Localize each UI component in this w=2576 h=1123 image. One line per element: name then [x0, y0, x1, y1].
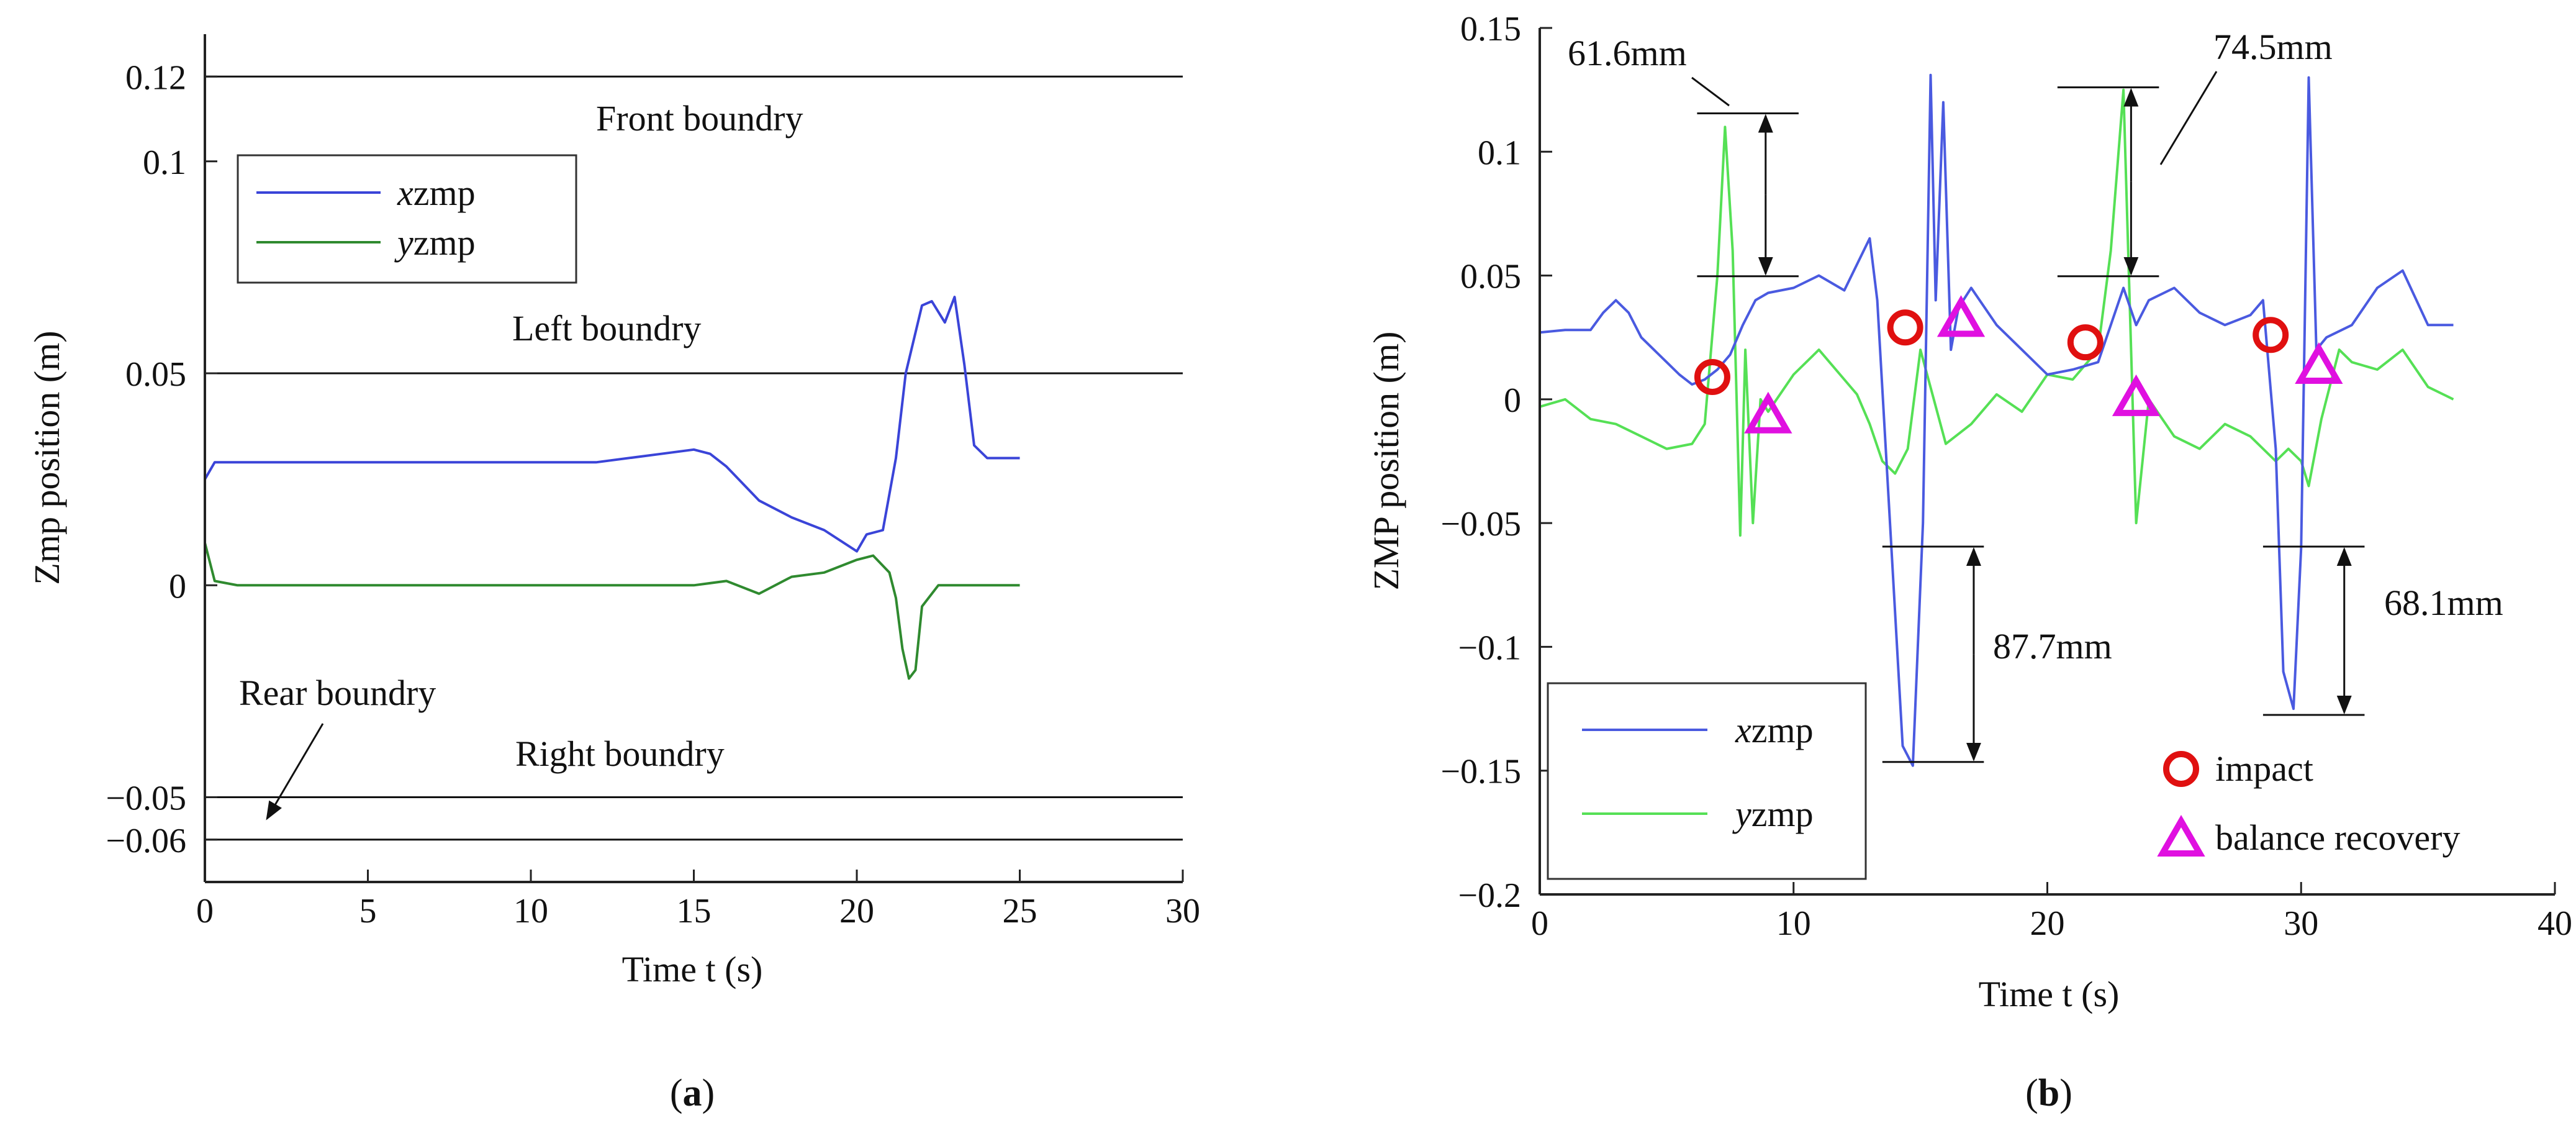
impact-marker — [2253, 317, 2289, 353]
x-tick-label: 10 — [513, 892, 548, 930]
impact-marker — [1887, 309, 1923, 346]
front-boundary-label: Front boundry — [596, 98, 803, 139]
annotation-label-74-5mm: 74.5mm — [2213, 27, 2333, 67]
y-tick-label: 0 — [1504, 381, 1521, 420]
y-tick-label: 0.05 — [125, 355, 186, 394]
annotation-label-61-6mm: 61.6mm — [1568, 33, 1687, 73]
y-tick-label: 0.15 — [1460, 10, 1521, 48]
balance-recovery-legend-label: balance recovery — [2215, 817, 2460, 858]
y-tick-label: −0.15 — [1440, 753, 1521, 791]
y-tick-label: 0.12 — [125, 58, 186, 97]
y-axis-title: ZMP position (m) — [1366, 332, 1406, 591]
balance-recovery-marker — [1937, 295, 1986, 337]
panel-label-b: (b) — [2025, 1072, 2072, 1114]
left-boundary-label: Left boundry — [512, 308, 701, 348]
x-tick-label: 20 — [2030, 904, 2065, 943]
impact-marker — [1694, 358, 1730, 395]
marker-legend: impact balance recovery — [2157, 748, 2460, 858]
y-tick-label: 0.05 — [1460, 258, 1521, 296]
annotation-label-68-1mm: 68.1mm — [2384, 583, 2503, 623]
series-line-xzmp — [204, 296, 1020, 553]
x-tick-label: 0 — [1531, 904, 1548, 943]
y-tick-label: −0.2 — [1458, 876, 1521, 915]
impact-legend-icon — [2163, 751, 2199, 787]
x-tick-label: 5 — [359, 892, 377, 930]
right-boundary-label: Right boundry — [515, 734, 725, 774]
x-tick-label: 30 — [1165, 892, 1200, 930]
balance-recovery-marker — [2295, 342, 2343, 384]
y-ticks: 0.12 0.1 0.05 0 −0.05 −0.06 — [106, 58, 217, 860]
series-line-yzmp — [1539, 88, 2454, 537]
y-tick-label: −0.1 — [1458, 629, 1521, 667]
y-axis-title: Zmp position (m) — [27, 330, 67, 584]
balance-recovery-marker — [1744, 391, 1792, 434]
event-markers — [1694, 295, 2343, 434]
x-tick-label: 10 — [1776, 904, 1811, 943]
legend: xzmp yzmp — [237, 154, 577, 284]
panel-a: 0.12 0.1 0.05 0 −0.05 −0.06 0 5 10 15 20 25 30 Fron… — [27, 34, 1200, 1114]
y-tick-label: 0 — [169, 567, 186, 606]
x-tick-label: 0 — [196, 892, 214, 930]
legend-label-xzmp: xzmp — [397, 173, 476, 213]
annotation-leader-61-6mm — [1691, 76, 1730, 107]
y-tick-label: 0.1 — [143, 143, 186, 182]
legend-label-yzmp: yzmp — [394, 222, 476, 263]
y-tick-label: −0.05 — [106, 780, 186, 818]
x-ticks: 0 5 10 15 20 25 30 — [196, 870, 1200, 930]
rear-boundary-arrow — [266, 723, 324, 821]
x-ticks: 0 10 20 30 40 — [1531, 882, 2572, 943]
panel-label-a: (a) — [670, 1072, 715, 1114]
balance-recovery-marker — [2112, 374, 2161, 416]
panel-b: 0.15 0.1 0.05 0 −0.05 −0.1 −0.15 −0.2 0 10 20 30 40… — [1366, 10, 2572, 1114]
x-tick-label: 25 — [1003, 892, 1037, 930]
legend: xzmp yzmp — [1547, 682, 1867, 880]
x-axis-title: Time t (s) — [1979, 974, 2120, 1014]
series-line-yzmp — [204, 542, 1020, 680]
rear-boundary-label: Rear boundry — [239, 673, 436, 713]
impact-marker — [2067, 324, 2104, 361]
x-tick-label: 30 — [2284, 904, 2318, 943]
y-tick-label: 0.1 — [1478, 134, 1521, 172]
annotation-label-87-7mm: 87.7mm — [1993, 626, 2112, 666]
x-tick-label: 20 — [839, 892, 874, 930]
legend-label-xzmp: xzmp — [1735, 710, 1814, 750]
span-annotations — [1697, 86, 2365, 763]
x-axis-title: Time t (s) — [622, 949, 763, 989]
y-tick-label: −0.06 — [106, 822, 186, 860]
series-lines — [204, 296, 1020, 680]
y-ticks: 0.15 0.1 0.05 0 −0.05 −0.1 −0.15 −0.2 — [1440, 10, 1552, 915]
boundary-lines — [205, 75, 1183, 841]
x-tick-label: 15 — [677, 892, 712, 930]
y-tick-label: −0.05 — [1440, 505, 1521, 543]
balance-recovery-legend-icon — [2157, 814, 2205, 857]
impact-legend-label: impact — [2215, 748, 2313, 789]
legend-label-yzmp: yzmp — [1732, 794, 1814, 834]
x-tick-label: 40 — [2538, 904, 2572, 943]
annotation-leader-74-5mm — [2159, 71, 2218, 165]
